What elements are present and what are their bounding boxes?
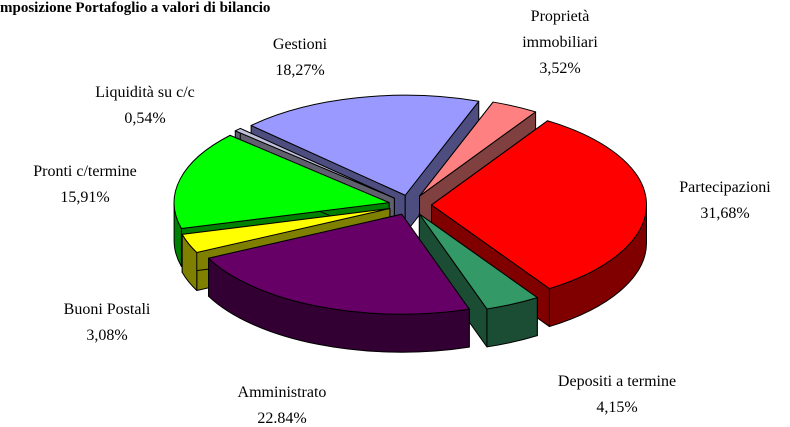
chart-title: mposizione Portafoglio a valori di bilan… [0, 0, 271, 16]
slice [234, 127, 395, 199]
category-label: Buoni Postali [63, 301, 151, 318]
slice [431, 120, 647, 290]
slice [419, 101, 537, 197]
category-label: Partecipazioni [679, 179, 771, 196]
value-label: 3,08% [86, 327, 128, 344]
slice-label: Amministrato 22.84% [202, 380, 362, 427]
value-label: 18,27% [275, 62, 325, 79]
slice [173, 134, 390, 230]
slice-label: Depositi a termine 4,15% [517, 369, 717, 421]
slice-label: Partecipazioni 31,68% [645, 175, 790, 227]
slice [208, 213, 470, 315]
value-label: 15,91% [60, 189, 110, 206]
value-label: 3,52% [539, 60, 581, 77]
category-label: Pronti c/termine [33, 163, 137, 180]
category-label: Gestioni [272, 36, 328, 53]
slice-label: Liquidità su c/c 0,54% [55, 80, 235, 132]
category-label: Liquidità su c/c [95, 84, 195, 101]
category-label: Depositi a termine [557, 373, 677, 390]
value-label: 0,54% [124, 110, 166, 127]
value-label: 4,15% [596, 399, 638, 416]
value-label: 22.84% [257, 410, 307, 427]
slice [250, 94, 480, 196]
slice-label: Gestioni 18,27% [230, 32, 370, 84]
slice-label: Buoni Postali 3,08% [37, 297, 177, 349]
category-label: Amministrato [237, 384, 327, 401]
slice [181, 208, 391, 253]
slice-label: Proprietà immobiliari 3,52% [510, 4, 610, 82]
value-label: 31,68% [700, 205, 750, 222]
slice-label: Pronti c/termine 15,91% [0, 159, 175, 211]
slice [418, 213, 538, 310]
category-label: Proprietà immobiliari [522, 8, 598, 51]
